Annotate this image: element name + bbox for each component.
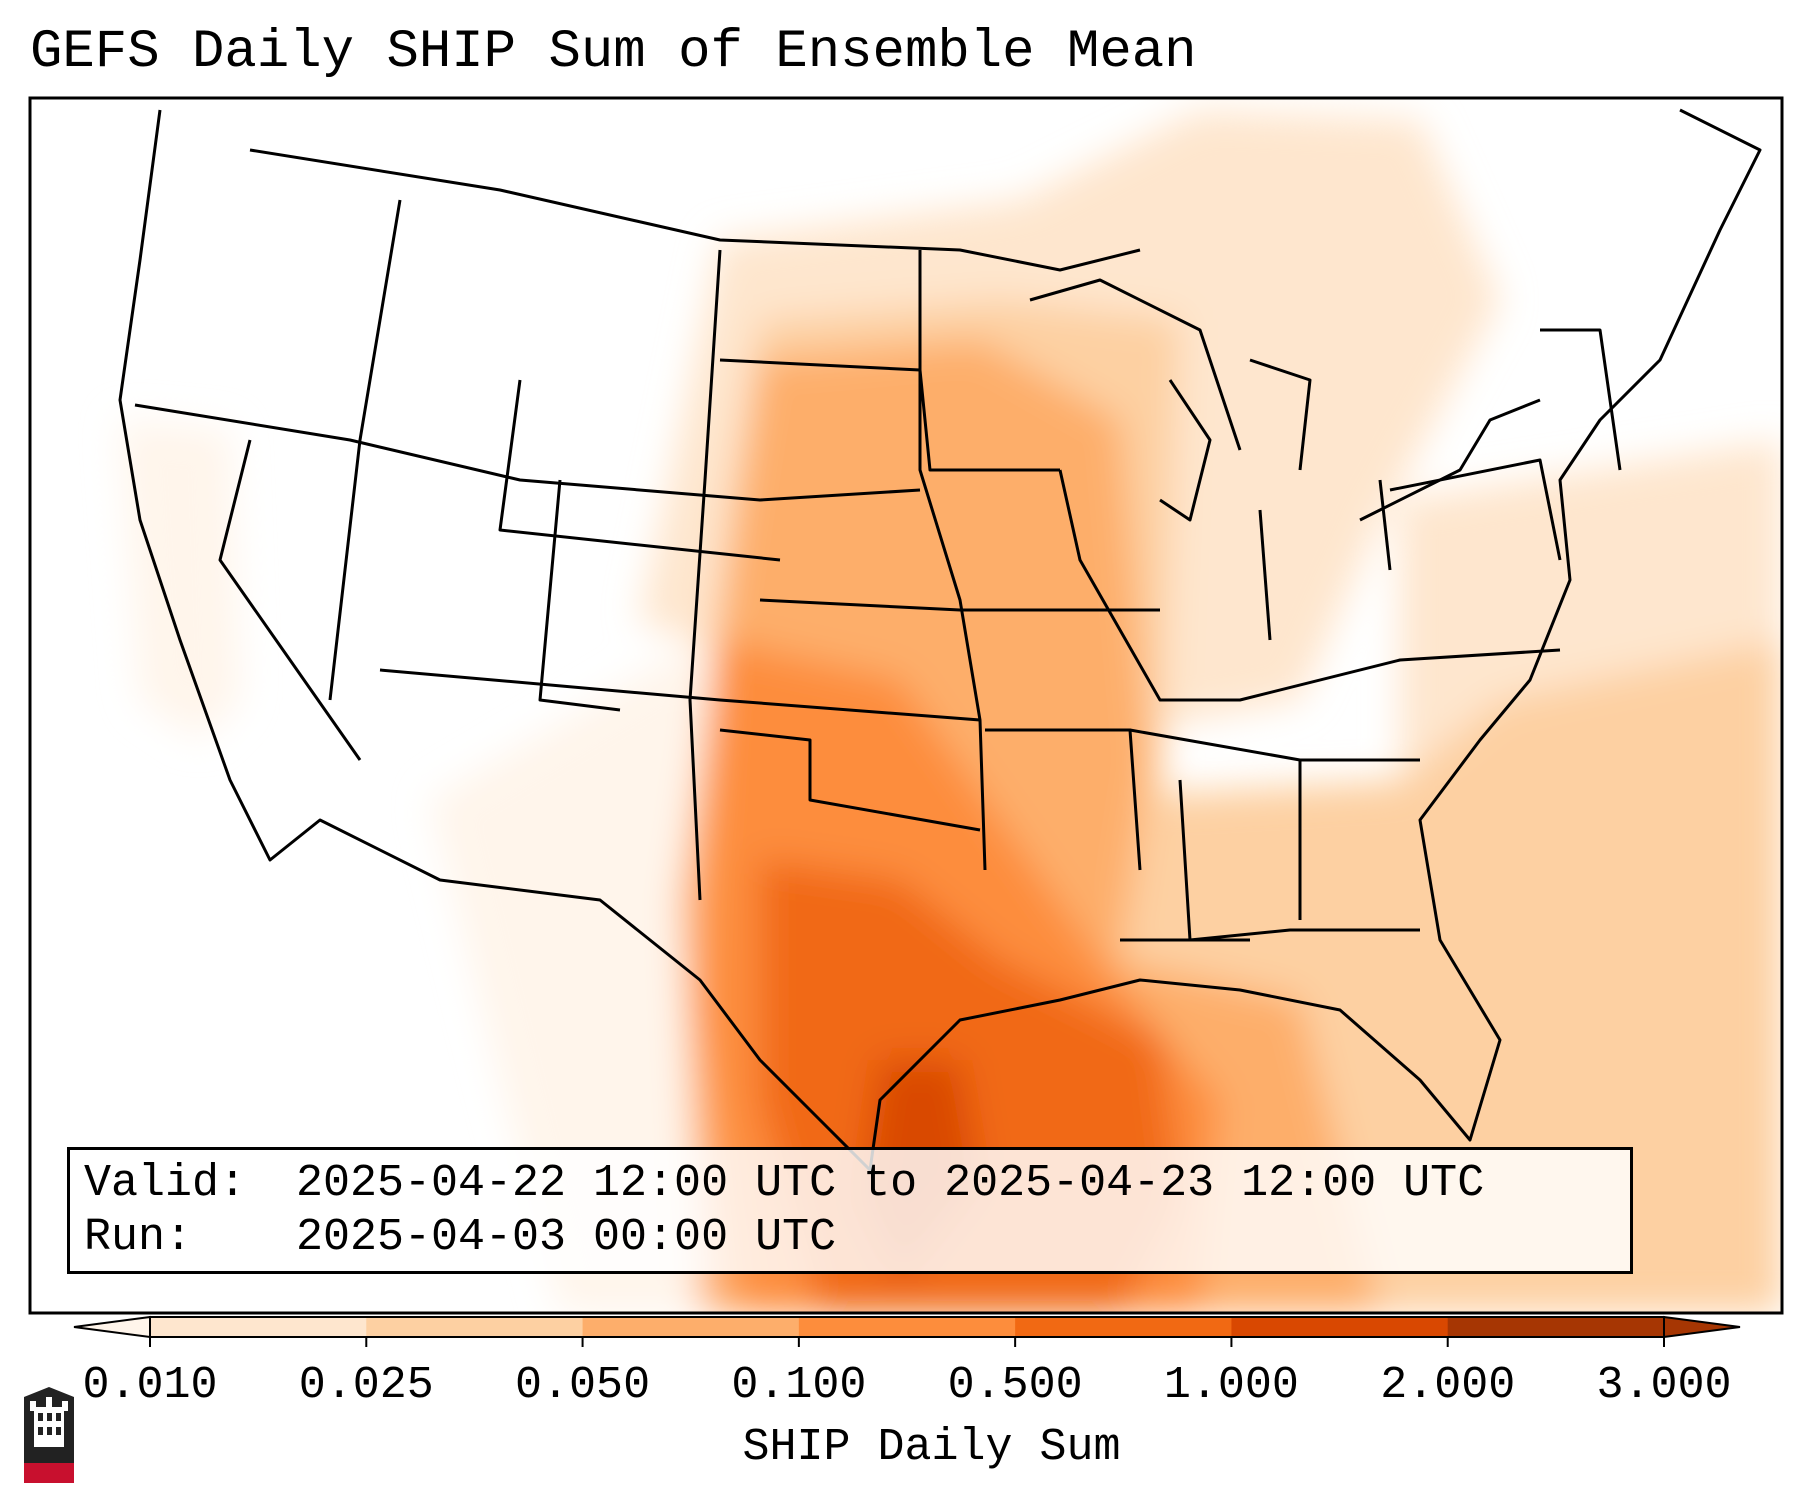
valid-value: 2025-04-22 12:00 UTC to 2025-04-23 12:00…	[296, 1158, 1485, 1209]
colorbar-label: SHIP Daily Sum	[742, 1422, 1121, 1473]
colorbar-tick-label: 0.050	[515, 1360, 651, 1411]
colorbar-tick-label: 0.010	[82, 1360, 218, 1411]
colorbar-tick-label: 3.000	[1596, 1360, 1732, 1411]
colorbar-tick-label: 0.100	[731, 1360, 867, 1411]
colorbar-segment	[150, 1317, 367, 1337]
valid-row: Valid: 2025-04-22 12:00 UTC to 2025-04-23…	[84, 1158, 1484, 1209]
colorbar	[73, 1315, 1741, 1347]
map-title: GEFS Daily SHIP Sum of Ensemble Mean	[30, 22, 1197, 83]
colorbar-segment	[1447, 1317, 1665, 1337]
colorbar-segment	[582, 1317, 800, 1337]
colorbar-extend-low	[73, 1315, 151, 1339]
colorbar-segment	[1015, 1317, 1232, 1337]
colorbar-tick-label: 2.000	[1380, 1360, 1516, 1411]
map-frame	[28, 96, 1784, 1315]
run-value: 2025-04-03 00:00 UTC	[296, 1212, 837, 1263]
niu-logo	[24, 1387, 74, 1483]
colorbar-segment	[366, 1317, 584, 1337]
state-borders	[118, 108, 1762, 1172]
colorbar-segment	[798, 1317, 1016, 1337]
valid-run-info-box: Valid: 2025-04-22 12:00 UTC to 2025-04-23…	[67, 1147, 1633, 1274]
colorbar-outline	[149, 1316, 1665, 1338]
colorbar-segment	[1231, 1317, 1449, 1337]
colorbar-tick-label: 0.500	[947, 1360, 1083, 1411]
colorbar-extend-high	[1663, 1315, 1741, 1339]
run-label: Run:	[84, 1212, 193, 1263]
colorbar-tick-label: 1.000	[1163, 1360, 1299, 1411]
run-row: Run: 2025-04-03 00:00 UTC	[84, 1212, 836, 1263]
valid-label: Valid:	[84, 1158, 247, 1209]
colorbar-tick-label: 0.025	[298, 1360, 434, 1411]
